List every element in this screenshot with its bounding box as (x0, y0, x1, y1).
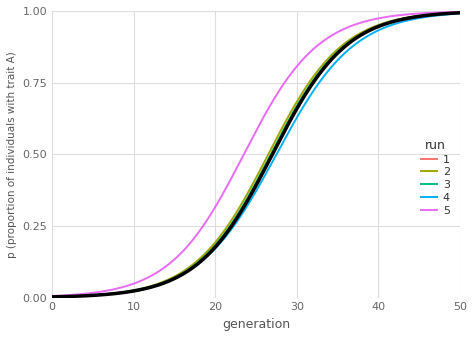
Line: 1: 1 (52, 13, 460, 297)
2 (49, 295, 55, 299)
5 (457, 10, 463, 14)
Line: 4: 4 (52, 14, 460, 297)
2 (457, 10, 463, 15)
5 (229, 175, 235, 179)
4 (229, 227, 235, 231)
4 (329, 64, 335, 68)
1 (49, 295, 55, 299)
3 (329, 55, 335, 59)
Line: 3: 3 (52, 13, 460, 297)
2 (91, 293, 97, 297)
5 (367, 18, 373, 22)
5 (91, 291, 97, 295)
1 (375, 25, 381, 29)
3 (49, 295, 55, 299)
1 (229, 224, 235, 228)
X-axis label: generation: generation (222, 318, 290, 331)
5 (49, 294, 55, 298)
3 (367, 27, 373, 31)
3 (457, 10, 463, 15)
1 (214, 243, 220, 247)
5 (375, 17, 381, 21)
1 (329, 56, 335, 61)
1 (367, 28, 373, 32)
2 (329, 52, 335, 56)
4 (49, 295, 55, 299)
4 (91, 293, 97, 297)
Line: 2: 2 (52, 13, 460, 297)
2 (375, 23, 381, 27)
5 (214, 202, 220, 206)
2 (229, 218, 235, 222)
3 (229, 221, 235, 225)
2 (214, 238, 220, 242)
1 (457, 11, 463, 15)
Y-axis label: p (proportion of individuals with trait A): p (proportion of individuals with trait … (7, 51, 17, 258)
Line: 5: 5 (52, 12, 460, 296)
4 (367, 32, 373, 37)
2 (367, 26, 373, 30)
Legend: 1, 2, 3, 4, 5: 1, 2, 3, 4, 5 (416, 134, 455, 220)
1 (91, 293, 97, 297)
5 (329, 33, 335, 37)
4 (214, 244, 220, 248)
4 (375, 29, 381, 33)
4 (457, 11, 463, 16)
3 (214, 241, 220, 245)
3 (91, 293, 97, 297)
3 (375, 24, 381, 28)
